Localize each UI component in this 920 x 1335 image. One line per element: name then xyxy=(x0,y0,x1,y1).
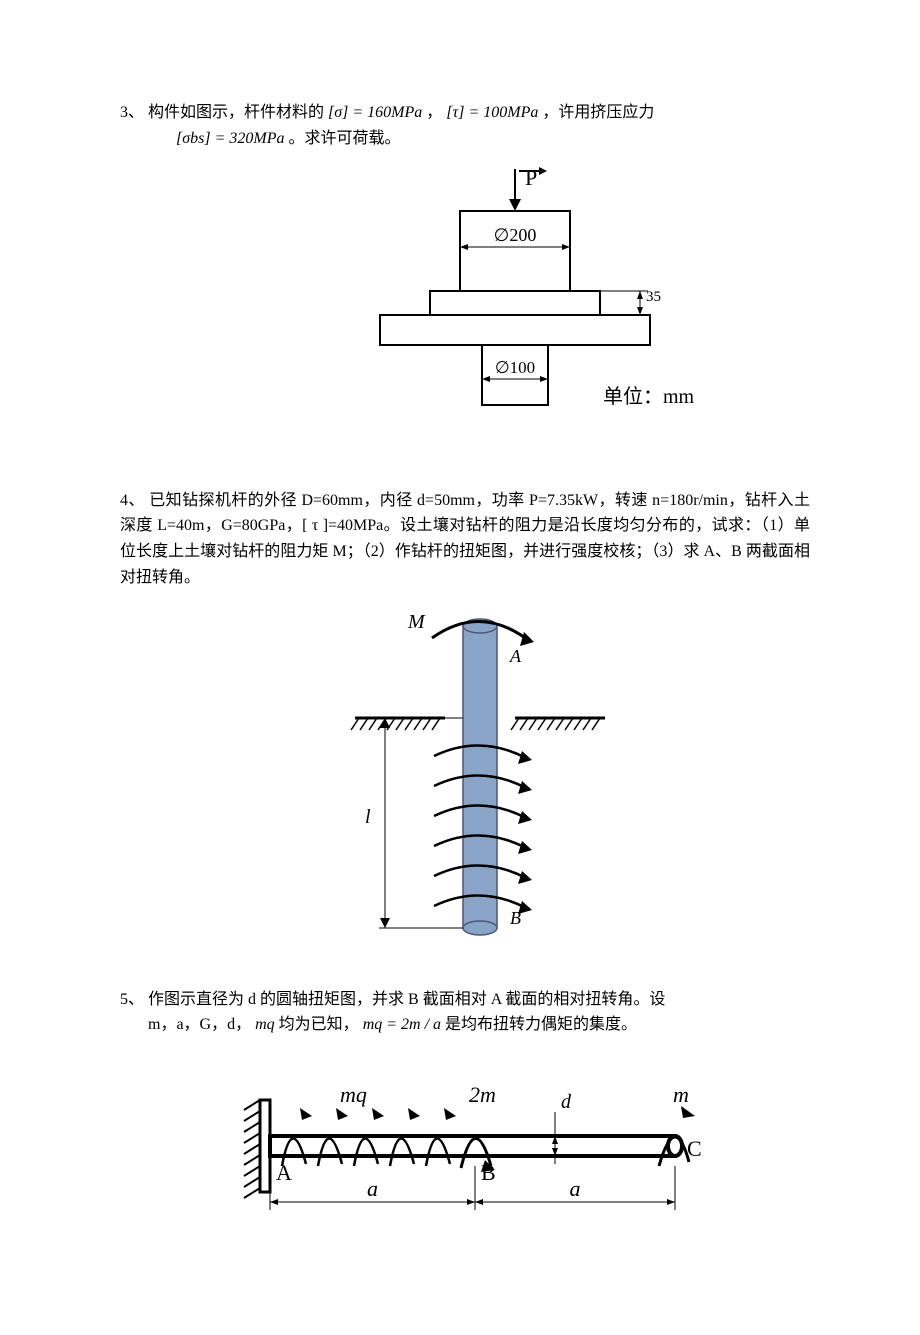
p5-text-b-prefix: m，a，G，d， xyxy=(148,1016,251,1033)
svg-text:∅200: ∅200 xyxy=(494,225,537,245)
p3-eq3: [σbs] = 320MPa xyxy=(176,130,284,147)
svg-text:∅100: ∅100 xyxy=(495,358,535,377)
svg-text:mq: mq xyxy=(340,1082,367,1107)
problem-4: 4、 已知钻探机杆的外径 D=60mm，内径 d=50mm，功率 P=7.35k… xyxy=(120,488,810,967)
p5-text-a: 作图示直径为 d 的圆轴扭矩图，并求 B 截面相对 A 截面的相对扭转角。设 xyxy=(148,991,665,1008)
p5-text-b-mid: 均为已知， xyxy=(279,1016,359,1033)
svg-text:B: B xyxy=(510,908,521,928)
svg-text:a: a xyxy=(570,1176,581,1201)
problem-5: 5、 作图示直径为 d 的圆轴扭矩图，并求 B 截面相对 A 截面的相对扭转角。… xyxy=(120,987,810,1255)
p4-text: 已知钻探机杆的外径 D=60mm，内径 d=50mm，功率 P=7.35kW，转… xyxy=(120,492,810,586)
problem-5-text-line2: m，a，G，d， mq 均为已知， mq = 2m / a 是均布扭转力偶矩的集… xyxy=(120,1012,810,1038)
svg-text:m: m xyxy=(673,1082,689,1107)
svg-text:P: P xyxy=(525,165,537,190)
problem-4-text: 4、 已知钻探机杆的外径 D=60mm，内径 d=50mm，功率 P=7.35k… xyxy=(120,488,810,590)
p3-number: 3、 xyxy=(120,104,144,121)
svg-text:单位：mm: 单位：mm xyxy=(603,385,695,408)
svg-text:A: A xyxy=(509,646,522,666)
svg-text:l: l xyxy=(365,806,371,828)
p5-mq: mq xyxy=(255,1016,275,1033)
svg-text:35: 35 xyxy=(646,289,661,305)
problem-4-figure: M Al B xyxy=(315,598,615,958)
p3-text-b: 。求许可荷载。 xyxy=(288,130,400,147)
p3-eq2: [τ] = 100MPa xyxy=(446,104,538,121)
p5-eq: mq = 2m / a xyxy=(363,1016,441,1033)
svg-text:B: B xyxy=(481,1160,496,1185)
problem-3-text-line1: 3、 构件如图示，杆件材料的 [σ] = 160MPa ， [τ] = 100M… xyxy=(120,100,810,126)
problem-5-figure-wrap: mq 2m d m A B Ca a xyxy=(120,1046,810,1255)
problem-5-text-line1: 5、 作图示直径为 d 的圆轴扭矩图，并求 B 截面相对 A 截面的相对扭转角。… xyxy=(120,987,810,1013)
svg-text:d: d xyxy=(561,1091,572,1113)
problem-3-text-line2: [σbs] = 320MPa 。求许可荷载。 xyxy=(120,126,810,152)
problem-4-figure-wrap: M Al B xyxy=(120,598,810,967)
svg-text:M: M xyxy=(407,611,426,633)
p5-number: 5、 xyxy=(120,991,144,1008)
p3-comma1: ， xyxy=(426,104,442,121)
problem-3: 3、 构件如图示，杆件材料的 [σ] = 160MPa ， [τ] = 100M… xyxy=(120,100,810,468)
svg-text:2m: 2m xyxy=(469,1082,496,1107)
problem-3-figure-wrap: P ∅200 35 ∅100 单位：mm xyxy=(120,159,810,468)
p3-text-a: 构件如图示，杆件材料的 xyxy=(148,104,324,121)
problem-3-figure: P ∅200 35 ∅100 单位：mm xyxy=(365,159,705,459)
p3-comma2: ，许用挤压应力 xyxy=(542,104,654,121)
svg-text:C: C xyxy=(687,1136,702,1161)
svg-text:A: A xyxy=(276,1160,292,1185)
svg-text:a: a xyxy=(367,1176,378,1201)
p5-text-b-suf: 是均布扭转力偶矩的集度。 xyxy=(445,1016,637,1033)
p4-number: 4、 xyxy=(120,492,149,509)
p3-eq1: [σ] = 160MPa xyxy=(328,104,422,121)
problem-5-figure: mq 2m d m A B Ca a xyxy=(205,1046,725,1246)
